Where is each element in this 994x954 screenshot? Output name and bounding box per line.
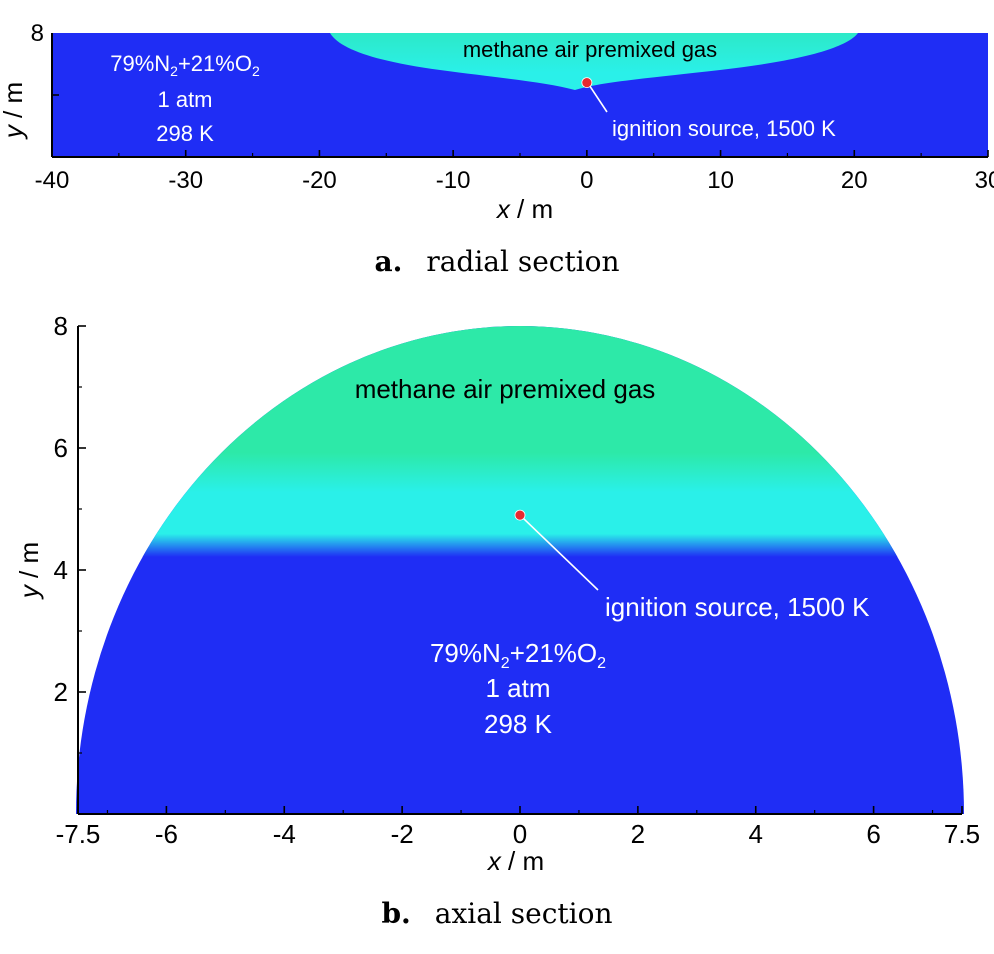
panel-a-x-tick-label: 10	[707, 167, 734, 194]
panel-b-x-axis-unit: / m	[501, 846, 544, 876]
panel-b-ignition-leader-line	[521, 516, 599, 591]
panel-b-temperature-label: 298 K	[484, 709, 553, 739]
panel-a-ignition-point	[581, 77, 593, 88]
panel-b-y-tick-label: 6	[54, 433, 68, 463]
panel-b-y-axis-title: y / m	[14, 542, 44, 600]
panel-b-x-tick-label: 6	[866, 819, 880, 849]
panel-a-caption-label: a.	[374, 245, 402, 278]
panel-b-y-tick-label: 8	[54, 311, 68, 341]
panel-a-y-axis-unit: / m	[0, 82, 28, 125]
panel-a-caption-text: radial section	[426, 245, 619, 278]
panel-b-y-ticks: 2 4 6 8	[54, 311, 86, 754]
panel-b-premix-label: methane air premixed gas	[355, 374, 656, 404]
panel-a-pressure-label: 1 atm	[157, 87, 212, 112]
panel-a-x-axis-variable: x	[495, 194, 511, 224]
panel-a-x-ticks: -40 -30 -20 -10 0 10 20 30	[35, 150, 994, 194]
panel-a-x-tick-label: -10	[436, 167, 471, 194]
panel-b-x-axis-title: x / m	[486, 846, 544, 876]
panel-a-composition-sub-b: 2	[252, 63, 260, 79]
panel-b-caption-label: b.	[381, 897, 410, 930]
panel-b-caption-text: axial section	[435, 897, 613, 930]
panel-a-radial-section: -40 -30 -20 -10 0 10 20 30 8 x / m y / m methan…	[0, 20, 994, 278]
panel-b-x-tick-label: -7.5	[56, 819, 101, 849]
panel-a-y-axis-variable: y	[0, 123, 28, 140]
panel-b-x-tick-label: 2	[631, 819, 645, 849]
panel-a-premix-label: methane air premixed gas	[463, 37, 717, 62]
panel-a-x-tick-label: -30	[168, 167, 203, 194]
panel-a-composition-part-a: 79%N	[110, 51, 170, 76]
panel-a-x-axis-title: x / m	[495, 194, 553, 224]
panel-b-composition-part-b: +21%O	[510, 638, 597, 668]
panel-b-pressure-label: 1 atm	[485, 673, 550, 703]
panel-b-composition-part-a: 79%N	[430, 638, 501, 668]
panel-b-x-tick-label: -4	[273, 819, 296, 849]
panel-a-x-axis-unit: / m	[510, 194, 553, 224]
panel-a-composition-label: 79%N2+21%O2	[110, 51, 260, 79]
panel-b-composition-sub-b: 2	[597, 655, 606, 672]
panel-a-x-tick-label: -20	[302, 167, 337, 194]
panel-b-y-axis-unit: / m	[14, 542, 44, 585]
panel-a-composition-part-b: +21%O	[178, 51, 252, 76]
panel-b-composition-sub-a: 2	[501, 655, 510, 672]
panel-a-composition-sub-a: 2	[170, 63, 178, 79]
panel-b-caption: b. axial section	[381, 897, 612, 930]
panel-a-premix-region	[330, 33, 858, 90]
panel-a-ignition-label: ignition source, 1500 K	[612, 116, 836, 141]
panel-a-x-tick-label: 0	[580, 167, 593, 194]
panel-b-premix-region	[76, 326, 964, 557]
panel-a-y-ticks: 8	[31, 20, 59, 96]
panel-b-x-tick-label: 0	[513, 819, 527, 849]
panel-a-x-tick-label: 20	[841, 167, 868, 194]
panel-b-x-axis-variable: x	[486, 846, 502, 876]
panel-b-y-tick-label: 2	[54, 677, 68, 707]
panel-a-ignition-leader-line	[588, 84, 608, 113]
panel-a-y-tick-label: 8	[31, 20, 44, 47]
panel-b-x-tick-label: -2	[391, 819, 414, 849]
panel-a-x-tick-label: -40	[35, 167, 70, 194]
panel-a-temperature-label: 298 K	[156, 121, 214, 146]
panel-a-y-axis-title: y / m	[0, 82, 28, 140]
panel-b-y-axis-variable: y	[14, 583, 44, 600]
panel-a-x-tick-label: 30	[975, 167, 994, 194]
panel-b-y-tick-label: 4	[54, 555, 68, 585]
panel-b-x-tick-label: -6	[155, 819, 178, 849]
panel-b-x-tick-label: 4	[748, 819, 762, 849]
panel-a-caption: a. radial section	[374, 245, 619, 278]
panel-b-ignition-label: ignition source, 1500 K	[605, 592, 870, 622]
panel-b-x-tick-label: 7.5	[944, 819, 980, 849]
panel-b-composition-label: 79%N2+21%O2	[430, 638, 606, 672]
panel-b-axial-section: -7.5 -6 -4 -2 0 2 4 6 7.5 2 4 6 8 x / m y / m metha…	[14, 311, 980, 930]
panel-b-ignition-point	[514, 509, 526, 521]
panel-b-x-ticks: -7.5 -6 -4 -2 0 2 4 6 7.5	[56, 806, 980, 849]
